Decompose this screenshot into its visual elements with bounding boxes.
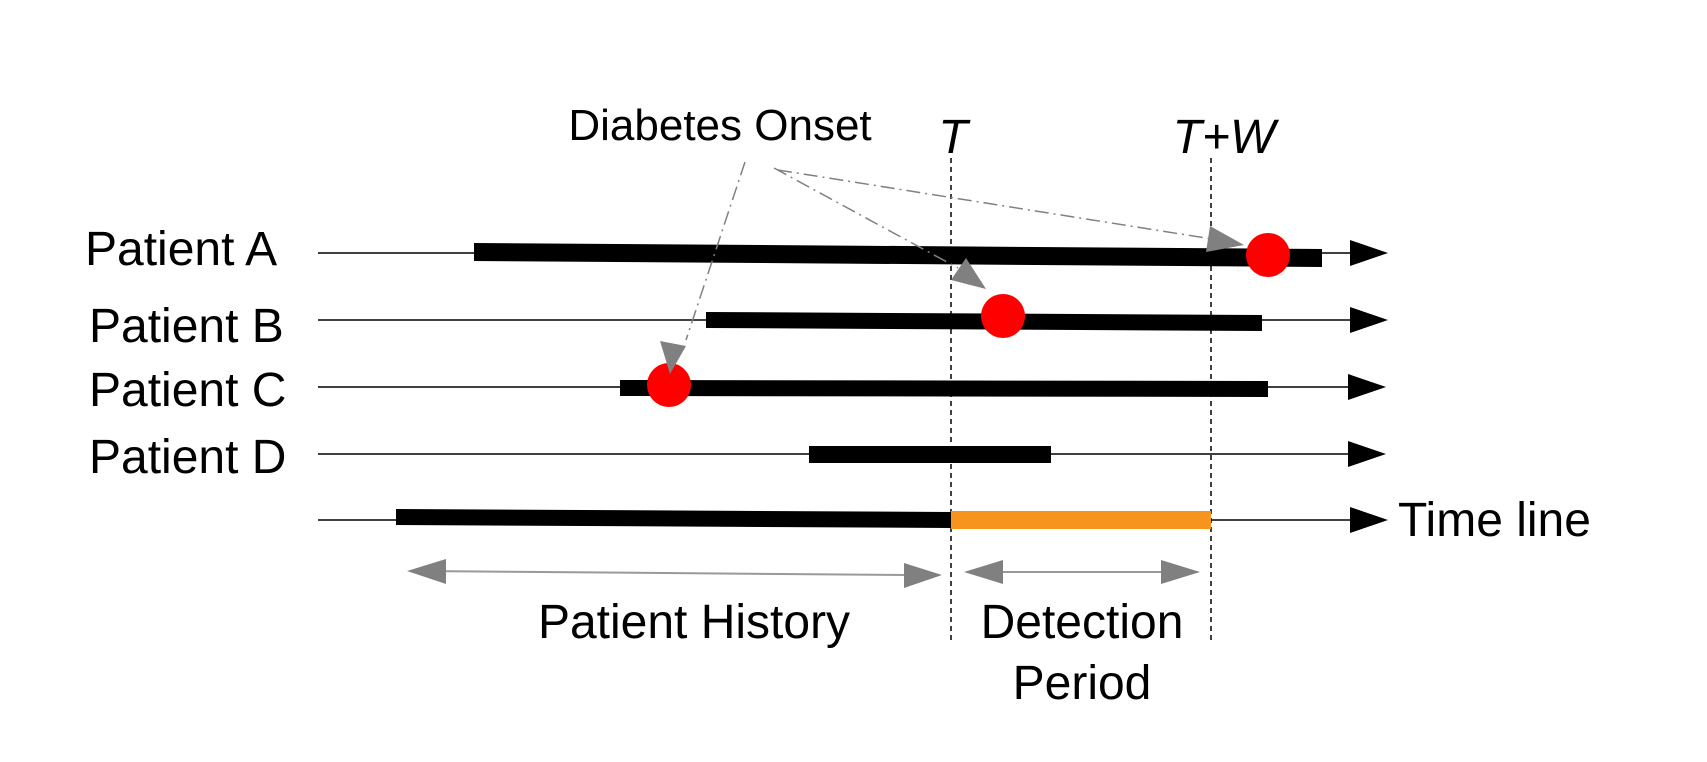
tw-marker-label: T+W — [1173, 111, 1280, 164]
patient-history-span-arrow — [407, 559, 942, 588]
onset-annotation-arrow-b — [773, 167, 986, 289]
patient-b-arrowhead — [1350, 307, 1388, 333]
patient-c-record-bar — [620, 380, 1268, 397]
history-bar — [396, 509, 951, 528]
patient-c-arrowhead — [1348, 374, 1386, 400]
patient-b-onset-dot — [981, 294, 1025, 338]
timeline-label: Time line — [1398, 494, 1591, 547]
patient-a-record-bar — [474, 243, 1322, 267]
patient-history-label: Patient History — [538, 596, 850, 649]
detection-period-label-line2: Period — [1013, 657, 1152, 710]
patient-a-onset-dot — [1246, 233, 1290, 277]
reference-timeline-arrowhead — [1350, 507, 1388, 533]
detection-period-label-line1: Detection — [981, 596, 1184, 649]
detection-period-bar — [951, 511, 1211, 529]
onset-annotation-arrow-a — [777, 169, 1244, 252]
onset-annotation-arrow-c — [660, 161, 746, 374]
patient-d-arrowhead — [1348, 441, 1386, 467]
diabetes-onset-label: Diabetes Onset — [568, 101, 871, 150]
patient-c-onset-dot — [647, 363, 691, 407]
patient-d-label: Patient D — [89, 431, 286, 484]
patient-a-label: Patient A — [85, 223, 277, 276]
t-marker-label: T — [938, 111, 971, 164]
patient-d-record-bar — [809, 446, 1051, 463]
detection-period-span-arrow — [964, 560, 1200, 584]
patient-b-label: Patient B — [89, 300, 284, 353]
patient-c-label: Patient C — [89, 364, 286, 417]
patient-a-arrowhead — [1350, 240, 1388, 266]
